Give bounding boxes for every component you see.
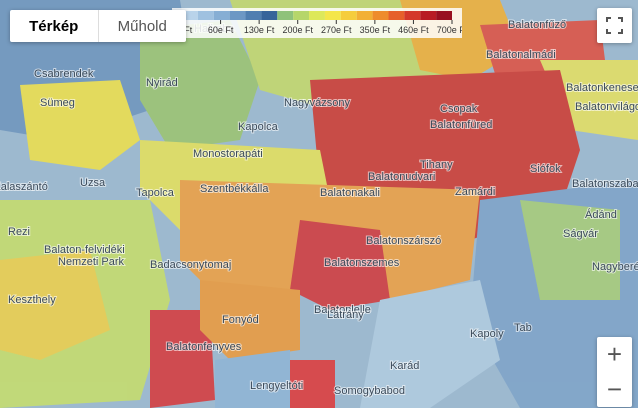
place-label: Balatonlelle	[314, 304, 371, 316]
place-label: Balatonudvari	[368, 171, 435, 183]
zoom-control: + −	[597, 337, 632, 407]
place-label: Nemzeti Park	[58, 256, 125, 268]
place-label: Zamárdi	[455, 186, 495, 198]
place-label: Balatonfenyves	[166, 341, 242, 353]
region	[290, 220, 390, 310]
place-label: Siófok	[530, 163, 561, 175]
legend-label: 130e Ft	[244, 25, 275, 35]
map-type-button[interactable]: Térkép	[10, 10, 99, 42]
place-label: Ádánd	[585, 208, 617, 221]
legend-swatch	[293, 11, 310, 20]
place-label: Nyirád	[146, 77, 178, 89]
place-label: Balatonfüred	[430, 119, 492, 131]
legend-swatch	[324, 11, 341, 20]
region	[150, 310, 215, 408]
place-label: Sümeg	[40, 97, 75, 109]
place-label: Nagyberény	[592, 261, 638, 273]
legend-swatch	[309, 11, 325, 20]
legend-label: 460e Ft	[398, 25, 429, 35]
legend-swatch	[356, 11, 373, 20]
region	[0, 250, 110, 360]
place-label: Tab	[514, 322, 532, 334]
legend-label: 60e Ft	[208, 25, 234, 35]
zoom-out-button[interactable]: −	[606, 374, 623, 404]
fullscreen-button[interactable]	[597, 8, 632, 43]
legend-swatch	[388, 11, 405, 20]
legend-label: 270e Ft	[321, 25, 352, 35]
legend-swatch	[436, 11, 452, 20]
region	[215, 350, 290, 408]
place-label: Monostorapáti	[193, 148, 263, 160]
legend-label: 700e Ft	[437, 25, 462, 35]
region	[200, 280, 300, 360]
place-label: Balatonkenese	[566, 82, 638, 94]
legend-swatch	[182, 11, 198, 20]
place-label: Balaton-felvidéki	[44, 244, 125, 256]
place-label: Tapolca	[136, 187, 175, 199]
place-label: Badacsonytomaj	[150, 259, 231, 271]
place-label: Látrány	[327, 309, 364, 321]
region	[520, 200, 620, 300]
place-label: Somogybabod	[334, 385, 405, 397]
place-label: Csabrendek	[34, 68, 94, 80]
place-label: Lengyeltóti	[250, 380, 303, 392]
place-label: Balatonalmádi	[486, 49, 556, 61]
zoom-in-button[interactable]: +	[606, 339, 623, 369]
region	[540, 60, 638, 140]
place-label: Rezi	[8, 226, 30, 238]
legend-swatch	[420, 11, 437, 20]
map-type-control: Térkép Műhold	[10, 10, 186, 42]
place-label: Szentbékkálla	[200, 183, 269, 195]
legend-label: 350e Ft	[360, 25, 391, 35]
place-label: Uzsa	[80, 177, 106, 189]
place-label: Keszthely	[8, 294, 56, 306]
region	[20, 80, 140, 170]
place-label: Balatonfűző	[508, 19, 566, 31]
legend-swatch	[261, 11, 278, 20]
legend-swatch	[245, 11, 262, 20]
place-label: Kapoly	[470, 328, 504, 340]
place-label: Balatonakali	[320, 187, 380, 199]
place-label: Kapolca	[238, 121, 279, 133]
legend-swatch	[404, 11, 421, 20]
legend-swatch	[213, 11, 230, 20]
place-label: Ságvár	[563, 228, 598, 240]
place-label: Karád	[390, 360, 419, 372]
legend-swatch	[197, 11, 214, 20]
place-label: Balatonszemes	[324, 257, 400, 269]
legend-swatch	[229, 11, 246, 20]
region	[290, 360, 335, 408]
region	[360, 280, 500, 408]
region	[140, 20, 260, 150]
legend-swatch	[277, 11, 294, 20]
fullscreen-icon	[606, 17, 623, 34]
legend-label: 200e Ft	[282, 25, 313, 35]
place-label: Nagyvázsony	[284, 97, 351, 109]
place-label: Zalaszántó	[0, 181, 48, 193]
place-label: Tihany	[420, 159, 453, 171]
place-label: Csopak	[440, 103, 478, 115]
map-type-button[interactable]: Műhold	[117, 17, 167, 35]
place-label: Balatonszárszó	[366, 235, 441, 247]
legend-swatch	[340, 11, 357, 20]
legend-swatch	[372, 11, 389, 20]
place-label: Balatonszabadi	[572, 178, 638, 190]
place-label: Balatonvilágos	[575, 101, 638, 113]
place-label: Fonyód	[222, 314, 259, 326]
